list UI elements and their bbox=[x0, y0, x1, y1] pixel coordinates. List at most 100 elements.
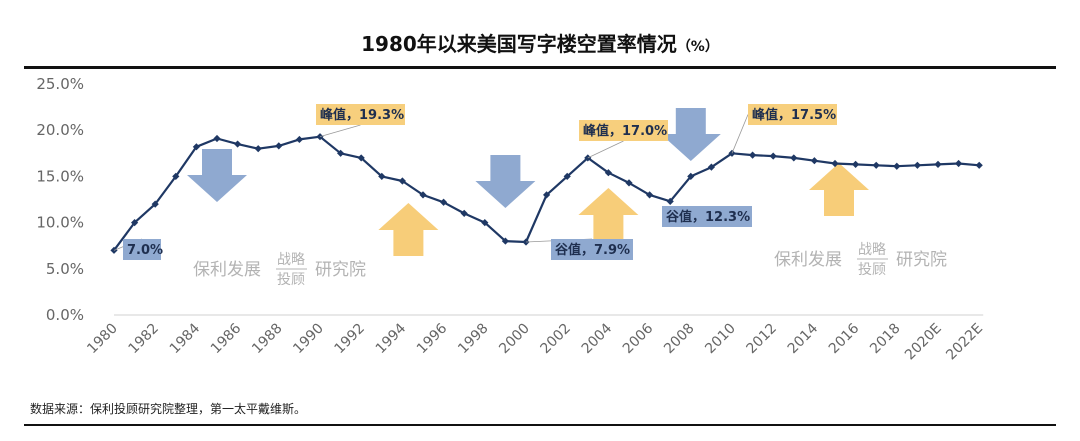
annotation-leader bbox=[587, 140, 624, 159]
x-tick-label: 2000 bbox=[496, 321, 533, 358]
data-point bbox=[707, 163, 715, 171]
chart-title: 1980年以来美国写字楼空置率情况（%） bbox=[0, 28, 1080, 57]
data-point bbox=[604, 169, 612, 177]
annotation-label: 谷值，7.9% bbox=[555, 242, 630, 258]
annotation-label: 7.0% bbox=[127, 243, 163, 258]
watermark-bottom: 投顾 bbox=[277, 272, 305, 288]
annotations: 7.0% 峰值，19.3% 谷值，7.9% 峰值，17.0% 谷值，12.3% 峰值，17… bbox=[113, 104, 837, 260]
data-point bbox=[172, 172, 180, 180]
chart-title-text: 1980年以来美国写字楼空置率情况 bbox=[361, 32, 677, 56]
data-point bbox=[398, 177, 406, 185]
x-tick-label: 1982 bbox=[126, 321, 163, 358]
annotation-box bbox=[662, 206, 752, 227]
annotation-label: 峰值，17.0% bbox=[583, 123, 667, 139]
x-tick-label: 1986 bbox=[208, 320, 245, 357]
annotation-box bbox=[123, 239, 161, 260]
data-point bbox=[769, 152, 777, 160]
data-point bbox=[151, 200, 159, 208]
x-tick-label: 2008 bbox=[661, 321, 698, 358]
x-tick-label: 1980 bbox=[84, 321, 121, 358]
annotation-label: 峰值，17.5% bbox=[752, 107, 836, 123]
x-tick-label: 2018 bbox=[867, 321, 904, 358]
x-tick-label: 1994 bbox=[373, 320, 410, 357]
trend-arrows bbox=[187, 108, 869, 256]
data-point bbox=[646, 191, 654, 199]
y-tick-label: 20.0% bbox=[36, 121, 84, 139]
y-tick-label: 0.0% bbox=[46, 306, 84, 324]
data-point bbox=[378, 172, 386, 180]
data-point bbox=[810, 157, 818, 165]
data-point bbox=[955, 159, 963, 168]
data-point bbox=[749, 151, 757, 159]
watermark-tail: 研究院 bbox=[315, 260, 366, 280]
up-arrow bbox=[809, 163, 869, 216]
data-point bbox=[666, 197, 674, 205]
x-tick-label: 1998 bbox=[455, 321, 492, 358]
data-point bbox=[337, 149, 345, 157]
chart-svg: 0.0% 5.0% 10.0% 15.0% 20.0% 25.0% 1980 1982 1984… bbox=[36, 75, 986, 364]
data-point bbox=[440, 198, 448, 206]
data-point bbox=[975, 161, 983, 169]
data-point bbox=[357, 154, 365, 162]
top-rule bbox=[24, 66, 1056, 69]
annotation-label: 谷值，12.3% bbox=[666, 209, 750, 225]
source-note: 数据来源：保利投顾研究院整理，第一太平戴维斯。 bbox=[30, 402, 307, 416]
y-tick-label: 25.0% bbox=[36, 75, 84, 93]
watermark-main: 保利发展 bbox=[193, 260, 261, 280]
x-tick-label: 1990 bbox=[290, 321, 327, 358]
watermark-tail: 研究院 bbox=[896, 250, 947, 270]
data-point bbox=[687, 172, 695, 180]
data-point bbox=[419, 191, 427, 199]
data-point bbox=[254, 145, 262, 153]
x-tick-label: 2004 bbox=[579, 320, 616, 357]
up-arrow bbox=[378, 203, 439, 256]
annotation-box bbox=[748, 104, 837, 125]
data-point bbox=[481, 219, 489, 227]
series-layer bbox=[110, 133, 983, 254]
data-point bbox=[934, 160, 942, 168]
bottom-rule bbox=[24, 424, 1056, 426]
data-point bbox=[831, 159, 839, 168]
watermark-top: 战略 bbox=[277, 252, 305, 268]
watermark-main: 保利发展 bbox=[774, 250, 842, 270]
x-tick-label: 1984 bbox=[167, 320, 204, 357]
watermark-top: 战略 bbox=[858, 242, 886, 258]
data-point bbox=[625, 179, 633, 187]
data-point bbox=[234, 140, 242, 148]
data-point bbox=[913, 161, 921, 169]
x-tick-label: 2022E bbox=[943, 321, 986, 364]
x-tick-label: 2002 bbox=[538, 321, 575, 358]
y-tick-label: 5.0% bbox=[46, 260, 84, 278]
data-point bbox=[192, 143, 200, 151]
down-arrow bbox=[187, 149, 247, 202]
x-tick-label: 2006 bbox=[620, 320, 657, 357]
data-point bbox=[460, 209, 468, 217]
up-arrow bbox=[578, 188, 639, 241]
data-point bbox=[131, 219, 139, 227]
annotation-leader bbox=[731, 114, 749, 154]
data-point bbox=[790, 154, 798, 162]
x-tick-label: 2020E bbox=[902, 321, 945, 364]
watermark-bottom: 投顾 bbox=[858, 262, 886, 278]
annotation-label: 峰值，19.3% bbox=[320, 107, 404, 123]
x-tick-label: 2012 bbox=[744, 321, 781, 358]
x-tick-label: 1988 bbox=[249, 321, 286, 358]
x-tick-label: 1992 bbox=[332, 321, 369, 358]
data-point bbox=[501, 237, 509, 245]
annotation-leader bbox=[319, 124, 361, 138]
down-arrow bbox=[660, 108, 721, 161]
data-point bbox=[893, 162, 901, 170]
data-point bbox=[213, 134, 221, 143]
data-point bbox=[872, 161, 880, 169]
x-tick-label: 1996 bbox=[414, 320, 451, 357]
annotation-box bbox=[579, 120, 668, 141]
data-point bbox=[543, 191, 551, 199]
data-point bbox=[295, 135, 303, 144]
data-point bbox=[275, 142, 283, 150]
x-tick-label: 2010 bbox=[702, 321, 739, 358]
y-tick-label: 15.0% bbox=[36, 167, 84, 185]
annotation-box bbox=[316, 104, 405, 125]
data-point bbox=[563, 172, 571, 180]
x-tick-label: 2014 bbox=[785, 320, 822, 357]
